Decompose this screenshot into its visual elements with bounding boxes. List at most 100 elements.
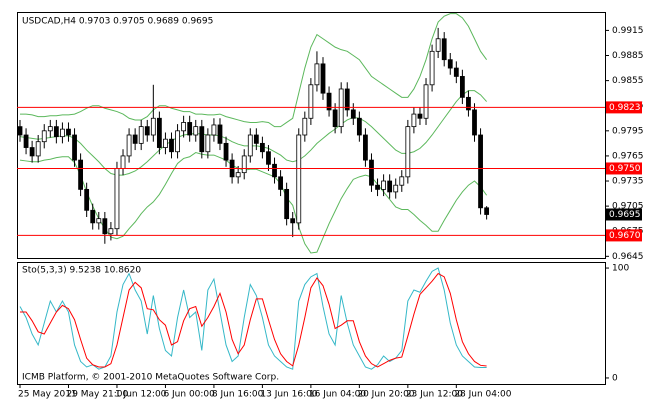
candle-body bbox=[102, 218, 108, 235]
price-label: 0.9695 bbox=[609, 210, 641, 220]
candle-body bbox=[478, 134, 483, 209]
candle-body bbox=[284, 188, 290, 220]
candle-body bbox=[484, 207, 490, 215]
candle-body bbox=[78, 159, 83, 190]
y-tick-label: 0.9915 bbox=[612, 26, 644, 36]
copyright: ICMB Platform, © 2001-2010 MetaQuotes So… bbox=[22, 373, 279, 383]
candle-body bbox=[447, 59, 453, 69]
candle-body bbox=[181, 122, 187, 132]
candle-body bbox=[72, 134, 77, 161]
band-upper bbox=[20, 13, 488, 128]
candle-body bbox=[199, 126, 205, 153]
candle-body bbox=[326, 92, 332, 111]
x-tick-label: 23 Jun 12:00 bbox=[406, 390, 463, 400]
candle-body bbox=[302, 117, 308, 136]
candle-body bbox=[350, 109, 356, 119]
candle-body bbox=[29, 147, 35, 157]
candle-body bbox=[381, 180, 387, 190]
y-tick-label: 0.9885 bbox=[612, 51, 644, 61]
candle-body bbox=[290, 218, 296, 224]
x-tick-label: 25 May 2011 bbox=[18, 390, 77, 400]
candle-body bbox=[356, 117, 362, 136]
candle-body bbox=[90, 209, 96, 224]
candle-body bbox=[211, 124, 217, 136]
candle-body bbox=[217, 124, 223, 144]
candle-body bbox=[96, 218, 102, 224]
candle-body bbox=[187, 122, 193, 136]
candle-body bbox=[132, 134, 138, 144]
candle-body bbox=[108, 228, 114, 235]
candle-body bbox=[344, 88, 350, 111]
candle-body bbox=[387, 180, 393, 193]
y-tick-label: 0.9765 bbox=[612, 151, 644, 161]
level-label: 0.9670 bbox=[609, 231, 641, 241]
candle-body bbox=[278, 176, 283, 190]
candle-body bbox=[453, 67, 459, 77]
candle-body bbox=[363, 134, 368, 161]
y-tick-label: 0.9735 bbox=[612, 177, 644, 187]
y-tick-label: 0 bbox=[612, 373, 618, 383]
candle-body bbox=[314, 63, 320, 86]
candle-body bbox=[41, 130, 47, 143]
candle-body bbox=[163, 138, 168, 148]
candle-body bbox=[399, 176, 405, 186]
candle-body bbox=[144, 126, 150, 136]
y-tick-label: 100 bbox=[612, 264, 629, 274]
price-label-box bbox=[606, 208, 642, 221]
candle-body bbox=[320, 63, 326, 94]
candle-body bbox=[193, 126, 199, 136]
candle-body bbox=[53, 126, 59, 138]
candle-body bbox=[411, 113, 417, 128]
candle-body bbox=[114, 168, 120, 230]
candle-body bbox=[332, 109, 338, 128]
candle-body bbox=[459, 76, 465, 98]
candle-body bbox=[223, 142, 229, 161]
candle-body bbox=[466, 96, 471, 111]
candle-body bbox=[296, 134, 302, 224]
candle-body bbox=[241, 155, 247, 174]
candle-body bbox=[417, 113, 423, 119]
candle-body bbox=[17, 126, 23, 136]
candle-body bbox=[272, 163, 277, 178]
candle-body bbox=[405, 126, 411, 178]
candle-body bbox=[35, 141, 41, 157]
candle-body bbox=[169, 138, 174, 153]
level-label-box bbox=[606, 101, 642, 114]
x-tick-label: 20 Jun 20:00 bbox=[357, 390, 414, 400]
candle-body bbox=[205, 134, 211, 153]
candle-body bbox=[429, 50, 435, 86]
x-tick-label: 29 May 21:00 bbox=[66, 390, 128, 400]
x-tick-label: 13 Jun 16:00 bbox=[260, 390, 317, 400]
candle-body bbox=[441, 38, 447, 61]
candle-body bbox=[423, 84, 429, 119]
candle-body bbox=[247, 134, 253, 157]
y-tick-label: 0.9705 bbox=[612, 202, 644, 212]
candle-body bbox=[60, 128, 65, 138]
candle-body bbox=[266, 151, 271, 165]
candle-body bbox=[156, 117, 162, 148]
candle-body bbox=[150, 117, 156, 136]
sub-plot bbox=[19, 267, 487, 370]
candle-body bbox=[472, 109, 477, 136]
axes: 0.96450.96750.97050.97350.97650.97950.98… bbox=[18, 26, 644, 400]
candle-body bbox=[66, 128, 71, 136]
level-label: 0.9750 bbox=[609, 164, 641, 174]
candle-body bbox=[369, 159, 374, 186]
candle-body bbox=[84, 188, 90, 211]
candle-body bbox=[253, 134, 259, 144]
candle-body bbox=[47, 126, 53, 132]
candle-body bbox=[259, 142, 265, 153]
candle-body bbox=[23, 134, 29, 148]
candle-body bbox=[120, 155, 126, 169]
x-tick-label: 1 Jun 12:00 bbox=[115, 390, 167, 400]
chart-title: USDCAD,H4 0.9703 0.9705 0.9689 0.9695 bbox=[22, 17, 213, 27]
candle-body bbox=[175, 130, 180, 153]
y-tick-label: 0.9645 bbox=[612, 252, 644, 262]
main-plot bbox=[17, 13, 605, 254]
x-tick-label: 8 Jun 16:00 bbox=[212, 390, 264, 400]
candle-body bbox=[126, 134, 132, 157]
level-label-box bbox=[606, 162, 642, 175]
band-lower bbox=[19, 152, 488, 254]
indicator-line bbox=[20, 272, 487, 368]
